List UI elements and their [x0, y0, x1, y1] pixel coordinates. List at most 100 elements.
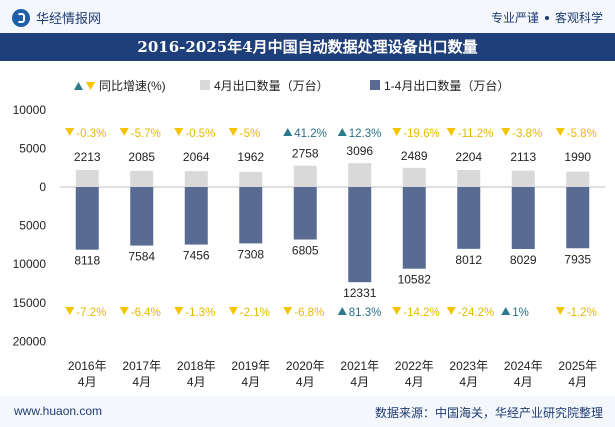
cumulative-value-label: 8012 — [455, 253, 482, 267]
x-tick-year: 2021年 — [340, 359, 379, 373]
bars: 2213 8118 2085 7584 2064 7456 1962 7308 2758 6805… — [74, 144, 592, 300]
cumulative-growth-label: 81.3% — [349, 307, 382, 319]
april-bar — [130, 170, 154, 187]
footer-source: 数据来源：中国海关，华经产业研究院整理 — [374, 406, 603, 420]
legend-april: 4月出口数量（万台） — [200, 78, 329, 93]
up-arrow-icon — [501, 307, 511, 315]
cumulative-bar — [293, 187, 317, 240]
cumulative-growth-label: 1% — [512, 307, 529, 319]
april-bar — [348, 163, 372, 187]
april-value-label: 2113 — [510, 150, 536, 164]
cumulative-growth-label: -24.2% — [458, 307, 494, 319]
cumulative-growth-label: -6.8% — [294, 307, 324, 319]
cumulative-value-label: 7584 — [128, 250, 155, 264]
cumulative-growth-label: -2.1% — [240, 307, 270, 319]
up-arrow-icon — [283, 128, 293, 136]
x-tick-year: 2018年 — [177, 359, 216, 373]
x-tick-month: 4月 — [459, 375, 478, 389]
cumulative-value-label: 10582 — [398, 273, 432, 287]
april-growth-label: -5.8% — [567, 128, 597, 140]
cumulative-value-label: 8029 — [510, 253, 537, 267]
footer: www.huaon.com 数据来源：中国海关，华经产业研究院整理 — [0, 396, 615, 427]
cumulative-value-label: 7935 — [564, 252, 591, 266]
legend-up-triangle-icon — [74, 82, 83, 90]
y-tick-label: 0 — [39, 180, 46, 194]
up-arrow-icon — [337, 307, 347, 315]
down-arrow-icon — [392, 307, 402, 315]
cumulative-growth-label: -6.4% — [131, 307, 161, 319]
x-tick-year: 2019年 — [231, 359, 270, 373]
brand[interactable]: 华经情报网 — [12, 8, 101, 27]
tagline: 专业严谨 客观科学 — [491, 9, 603, 26]
april-value-label: 1962 — [237, 150, 264, 164]
brand-name: 华经情报网 — [36, 11, 102, 26]
y-tick-label: 10000 — [13, 103, 47, 117]
april-bar — [239, 171, 263, 187]
separator-dot-icon — [544, 15, 549, 20]
april-bar — [184, 171, 208, 187]
april-bar — [402, 167, 426, 187]
tagline-right: 客观科学 — [554, 11, 603, 25]
x-axis: 2016年 4月 2017年 4月 2018年 4月 2019年 4月 2020年 4月 2021年… — [68, 359, 597, 389]
down-arrow-icon — [501, 128, 511, 136]
down-arrow-icon — [555, 307, 565, 315]
april-value-label: 2213 — [74, 150, 101, 164]
legend: 同比增速(%) 4月出口数量（万台） 1-4月出口数量（万台） — [74, 78, 509, 93]
x-tick-month: 4月 — [568, 375, 587, 389]
down-arrow-icon — [446, 307, 456, 315]
april-value-label: 2758 — [292, 147, 319, 161]
april-value-label: 2204 — [455, 150, 482, 164]
legend-april-swatch — [200, 80, 210, 90]
april-bar — [293, 165, 317, 187]
y-tick-label: 10000 — [13, 257, 47, 271]
april-value-label: 2064 — [183, 150, 210, 164]
april-growth-label: -0.5% — [185, 128, 215, 140]
up-arrow-icon — [337, 128, 347, 136]
april-bar — [75, 169, 99, 187]
x-tick-year: 2017年 — [122, 359, 161, 373]
x-tick-month: 4月 — [350, 375, 369, 389]
down-arrow-icon — [228, 307, 238, 315]
x-tick-month: 4月 — [514, 375, 533, 389]
april-growth-label: -5.7% — [131, 128, 161, 140]
cumulative-value-label: 7456 — [183, 249, 210, 263]
cumulative-bar — [130, 187, 154, 246]
cumulative-value-label: 6805 — [292, 244, 319, 258]
y-tick-label: 5000 — [19, 141, 46, 155]
x-tick-month: 4月 — [187, 375, 206, 389]
x-tick-year: 2023年 — [449, 359, 488, 373]
down-arrow-icon — [65, 128, 75, 136]
april-bar — [566, 171, 590, 187]
brand-logo-icon — [12, 8, 30, 27]
legend-growth: 同比增速(%) — [74, 79, 166, 93]
cumulative-bar — [239, 187, 263, 244]
april-value-label: 1990 — [564, 150, 591, 164]
cumulative-growth-label: -1.2% — [567, 307, 597, 319]
legend-cumulative: 1-4月出口数量（万台） — [370, 78, 509, 93]
down-arrow-icon — [65, 307, 75, 315]
down-arrow-icon — [174, 128, 184, 136]
footer-site-link[interactable]: www.huaon.com — [14, 404, 103, 418]
cumulative-bar — [348, 187, 372, 283]
cumulative-bar — [184, 187, 208, 245]
x-tick-year: 2024年 — [504, 359, 543, 373]
down-arrow-icon — [392, 128, 402, 136]
x-tick-month: 4月 — [296, 375, 315, 389]
april-growth-label: -19.6% — [403, 128, 439, 140]
legend-april-label: 4月出口数量（万台） — [214, 78, 329, 93]
legend-cumulative-swatch — [370, 80, 380, 90]
april-growth-label: -5% — [240, 128, 260, 140]
april-growth-label: 41.2% — [294, 128, 327, 140]
x-tick-month: 4月 — [241, 375, 260, 389]
cumulative-bar — [75, 187, 99, 250]
top-bar: 华经情报网 专业严谨 客观科学 — [0, 0, 615, 33]
down-arrow-icon — [119, 128, 129, 136]
legend-cumulative-label: 1-4月出口数量（万台） — [384, 78, 509, 93]
y-tick-label: 5000 — [19, 219, 46, 233]
chart-area: 同比增速(%) 4月出口数量（万台） 1-4月出口数量（万台） 10000 500… — [13, 78, 605, 389]
x-tick-month: 4月 — [405, 375, 424, 389]
cumulative-bar — [457, 187, 481, 249]
down-arrow-icon — [446, 128, 456, 136]
cumulative-growth-label: -7.2% — [76, 307, 106, 319]
april-value-label: 2489 — [401, 149, 428, 163]
